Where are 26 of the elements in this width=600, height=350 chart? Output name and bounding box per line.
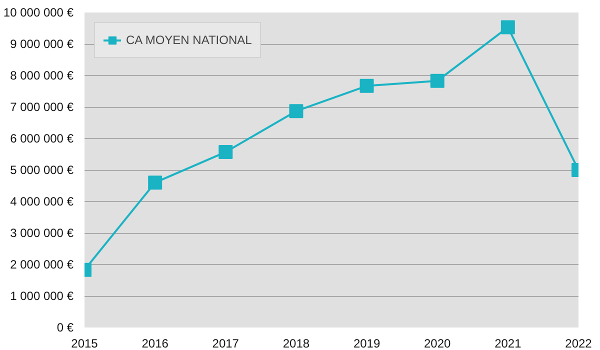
y-tick-label: 6 000 000 €: [10, 132, 74, 146]
x-tick-label: 2018: [282, 336, 310, 350]
point: [218, 145, 233, 160]
point: [360, 78, 374, 93]
legend-label: CA MOYEN NATIONAL: [126, 33, 252, 47]
y-tick-label: 9 000 000 €: [10, 37, 74, 51]
y-tick-label: 1 000 000 €: [10, 289, 74, 303]
x-tick-label: 2015: [71, 336, 98, 350]
x-tick-label: 2020: [424, 336, 452, 350]
y-tick-label: 8 000 000 €: [10, 68, 74, 82]
y-tick-label: 5 000 000 €: [10, 163, 74, 177]
y-tick-label: 2 000 000 €: [10, 258, 74, 272]
y-tick-label: 10 000 000 €: [3, 6, 74, 20]
x-tick-label: 2021: [494, 336, 522, 350]
y-tick-label: 3 000 000 €: [10, 226, 74, 240]
point: [500, 20, 515, 34]
y-tick-label: 4 000 000 €: [10, 194, 74, 208]
y-tick-label: 7 000 000 €: [10, 100, 74, 114]
y-tick-label: 0 €: [56, 320, 74, 334]
point: [148, 176, 162, 190]
point: [289, 104, 304, 118]
x-tick-label: 2022: [565, 336, 592, 350]
x-tick-label: 2017: [212, 336, 240, 350]
point: [430, 74, 444, 88]
x-tick-label: 2016: [142, 336, 169, 350]
x-tick-label: 2019: [353, 336, 380, 350]
